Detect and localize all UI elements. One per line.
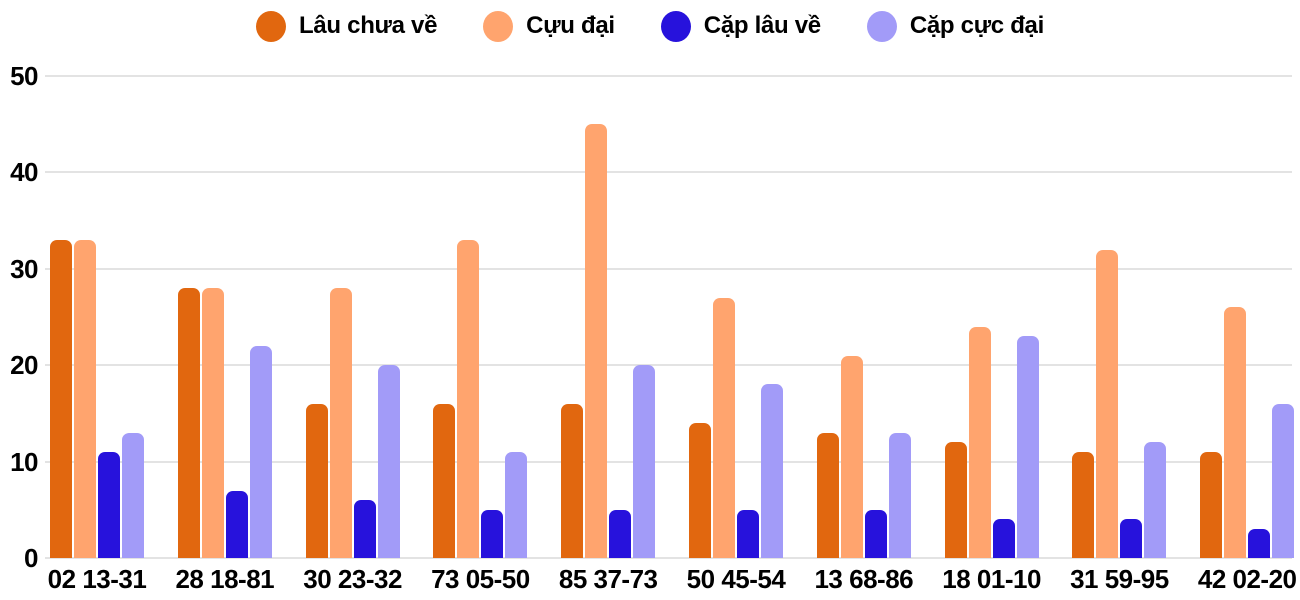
legend-label: Lâu chưa về bbox=[299, 12, 438, 39]
bar bbox=[737, 510, 759, 558]
gridline bbox=[45, 364, 1292, 367]
chart-legend: Lâu chưa về Cựu đại Cặp lâu về Cặp cực đại bbox=[0, 8, 1300, 44]
bar-group bbox=[1072, 76, 1167, 558]
bar-group bbox=[689, 76, 783, 558]
bar bbox=[561, 404, 584, 558]
y-axis-tick-label: 10 bbox=[10, 446, 38, 477]
x-axis-category-label: 28 18-81 bbox=[175, 564, 275, 594]
legend-marker-icon bbox=[256, 10, 287, 42]
x-axis-category-label: 13 68-86 bbox=[814, 564, 914, 594]
y-axis-tick-label: 0 bbox=[24, 543, 38, 573]
bar-group bbox=[1200, 76, 1295, 558]
bar-group bbox=[177, 76, 272, 558]
bar bbox=[1248, 529, 1271, 558]
y-axis-tick-label: 50 bbox=[10, 61, 38, 91]
bar bbox=[481, 510, 504, 558]
bar bbox=[888, 433, 911, 558]
bar bbox=[1096, 250, 1119, 558]
bar bbox=[609, 510, 632, 558]
bar bbox=[50, 240, 72, 558]
bar bbox=[377, 365, 400, 558]
y-axis-tick-label: 40 bbox=[10, 157, 38, 188]
bar-group bbox=[433, 76, 528, 558]
y-axis-tick-label: 20 bbox=[10, 350, 38, 381]
bar bbox=[816, 433, 839, 558]
bar bbox=[1016, 336, 1039, 558]
x-axis-category-label: 73 05-50 bbox=[431, 564, 530, 594]
bar bbox=[353, 500, 376, 558]
legend-item[interactable]: Cặp lâu về bbox=[660, 10, 821, 42]
bar bbox=[1144, 442, 1167, 558]
bar bbox=[992, 519, 1015, 558]
x-axis-category-label: 31 59-95 bbox=[1070, 564, 1169, 594]
legend-label: Cựu đại bbox=[526, 12, 615, 39]
gridline bbox=[45, 267, 1292, 270]
bar bbox=[505, 452, 528, 558]
bar-group bbox=[561, 76, 656, 558]
gridline bbox=[45, 75, 1292, 77]
bar bbox=[1200, 452, 1223, 558]
gridline bbox=[45, 557, 1292, 559]
x-axis-category-label: 50 45-54 bbox=[686, 564, 786, 594]
bar bbox=[864, 510, 887, 558]
bar bbox=[249, 346, 272, 558]
legend-label: Cặp cực đại bbox=[909, 12, 1044, 39]
bar bbox=[840, 356, 863, 558]
legend-item[interactable]: Cựu đại bbox=[483, 10, 615, 42]
bar bbox=[305, 404, 328, 558]
bar bbox=[633, 365, 656, 558]
bar bbox=[201, 288, 224, 558]
bar bbox=[225, 491, 248, 558]
bar bbox=[1120, 519, 1143, 558]
x-axis-category-label: 42 02-20 bbox=[1197, 564, 1297, 594]
bar bbox=[713, 298, 735, 558]
gridline bbox=[45, 460, 1292, 463]
x-axis-category-label: 85 37-73 bbox=[558, 564, 658, 594]
legend-label: Cặp lâu về bbox=[703, 12, 821, 39]
bar bbox=[1224, 307, 1247, 558]
x-axis-category-label: 30 23-32 bbox=[303, 564, 402, 594]
legend-marker-icon bbox=[483, 10, 514, 42]
bar bbox=[177, 288, 200, 558]
legend-item[interactable]: Cặp cực đại bbox=[866, 10, 1044, 42]
x-axis-category-label: 18 01-10 bbox=[942, 564, 1041, 594]
bar bbox=[122, 433, 144, 558]
bar bbox=[329, 288, 352, 558]
bar bbox=[968, 327, 991, 558]
bar bbox=[1072, 452, 1095, 558]
legend-marker-icon bbox=[660, 10, 691, 42]
bar bbox=[74, 240, 96, 558]
bar bbox=[457, 240, 480, 558]
bar-group bbox=[816, 76, 911, 558]
bar bbox=[761, 384, 783, 558]
bar bbox=[433, 404, 456, 558]
gridline bbox=[45, 171, 1292, 174]
legend-marker-icon bbox=[866, 10, 897, 42]
bar bbox=[585, 124, 608, 558]
bar bbox=[944, 442, 967, 558]
bar bbox=[98, 452, 120, 558]
bar-group bbox=[50, 76, 144, 558]
y-axis-tick-label: 30 bbox=[10, 253, 38, 284]
legend-item[interactable]: Lâu chưa về bbox=[256, 10, 438, 42]
x-axis-category-label: 02 13-31 bbox=[47, 564, 147, 594]
bar bbox=[689, 423, 711, 558]
bar-group bbox=[944, 76, 1039, 558]
bar bbox=[1272, 404, 1295, 558]
bar-group bbox=[305, 76, 400, 558]
